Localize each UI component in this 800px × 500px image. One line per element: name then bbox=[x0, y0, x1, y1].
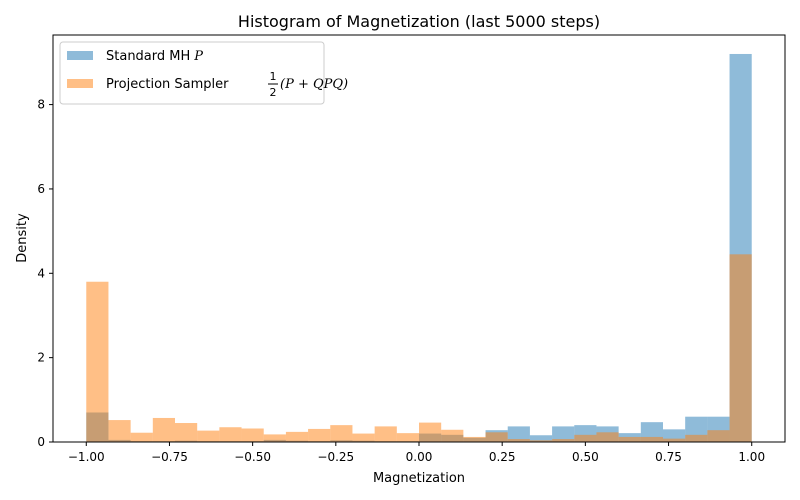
bar-projection-sampler-0 bbox=[86, 281, 109, 442]
bar-projection-sampler-28 bbox=[707, 430, 730, 442]
bar-standard-mh-19 bbox=[507, 426, 530, 442]
bar-projection-sampler-2 bbox=[130, 432, 153, 442]
legend-swatch-standard-mh bbox=[67, 51, 93, 60]
legend-swatch-projection-sampler bbox=[67, 79, 93, 88]
bar-projection-sampler-29 bbox=[729, 254, 752, 442]
x-tick-label: 0.75 bbox=[655, 450, 682, 464]
bar-projection-sampler-4 bbox=[175, 423, 198, 442]
bar-projection-sampler-8 bbox=[263, 434, 286, 442]
bar-projection-sampler-14 bbox=[396, 433, 419, 442]
bar-projection-sampler-17 bbox=[463, 436, 486, 442]
bar-projection-sampler-5 bbox=[197, 430, 220, 442]
legend-label-projection-math: (P + QPQ) bbox=[280, 77, 348, 92]
x-tick-label: −0.75 bbox=[151, 450, 188, 464]
bar-standard-mh-21 bbox=[552, 426, 575, 442]
bar-projection-sampler-15 bbox=[419, 422, 442, 442]
bar-standard-mh-20 bbox=[529, 435, 553, 442]
y-tick-label: 0 bbox=[37, 435, 45, 449]
legend: Standard MH P Projection Sampler 1 2 (P +… bbox=[59, 41, 348, 105]
legend-label-projection-sampler: Projection Sampler bbox=[106, 77, 229, 92]
chart-title: Histogram of Magnetization (last 5000 st… bbox=[238, 12, 600, 31]
bar-projection-sampler-11 bbox=[330, 425, 353, 442]
bar-projection-sampler-25 bbox=[640, 436, 663, 442]
y-tick-label: 6 bbox=[37, 182, 45, 196]
legend-fraction-denominator: 2 bbox=[270, 86, 277, 99]
legend-label-standard-mh: Standard MH P bbox=[106, 49, 203, 64]
bar-projection-sampler-27 bbox=[685, 434, 708, 442]
x-tick-label: 0.25 bbox=[489, 450, 516, 464]
y-axis-ticks: 0 2 4 6 8 bbox=[37, 98, 53, 449]
bar-projection-sampler-24 bbox=[618, 436, 641, 442]
legend-fraction-half: 1 2 bbox=[268, 70, 278, 99]
bar-projection-sampler-22 bbox=[574, 434, 597, 442]
x-tick-label: −0.25 bbox=[317, 450, 354, 464]
y-tick-label: 8 bbox=[37, 98, 45, 112]
bar-projection-sampler-16 bbox=[441, 429, 464, 442]
bar-projection-sampler-19 bbox=[507, 439, 530, 442]
plot-frame bbox=[52, 34, 786, 443]
legend-fraction-numerator: 1 bbox=[270, 70, 277, 83]
y-tick-label: 4 bbox=[37, 266, 45, 280]
y-tick-label: 2 bbox=[37, 351, 45, 365]
bar-projection-sampler-3 bbox=[152, 417, 175, 442]
x-tick-label: 1.00 bbox=[738, 450, 765, 464]
bar-projection-sampler-1 bbox=[108, 420, 131, 442]
x-axis-ticks: −1.00 −0.75 −0.50 −0.25 0.00 0.25 0.50 0.75 1.00 bbox=[68, 442, 765, 464]
legend-box bbox=[59, 41, 325, 105]
bar-projection-sampler-20 bbox=[529, 440, 553, 442]
bar-projection-sampler-12 bbox=[352, 433, 375, 442]
bar-projection-sampler-7 bbox=[241, 428, 264, 442]
x-tick-label: −1.00 bbox=[68, 450, 105, 464]
x-tick-label: 0.50 bbox=[572, 450, 599, 464]
x-tick-label: 0.00 bbox=[406, 450, 433, 464]
bars-layer bbox=[86, 53, 752, 442]
x-tick-label: −0.50 bbox=[234, 450, 271, 464]
x-axis-label: Magnetization bbox=[373, 471, 465, 486]
bar-projection-sampler-21 bbox=[552, 439, 575, 442]
bar-projection-sampler-13 bbox=[374, 426, 397, 442]
bar-projection-sampler-9 bbox=[285, 431, 309, 442]
bar-projection-sampler-26 bbox=[663, 438, 686, 442]
bar-projection-sampler-6 bbox=[219, 427, 242, 442]
y-axis-label: Density bbox=[15, 213, 30, 263]
bar-projection-sampler-23 bbox=[596, 432, 619, 442]
bar-projection-sampler-10 bbox=[308, 428, 331, 442]
bar-projection-sampler-18 bbox=[485, 432, 508, 442]
